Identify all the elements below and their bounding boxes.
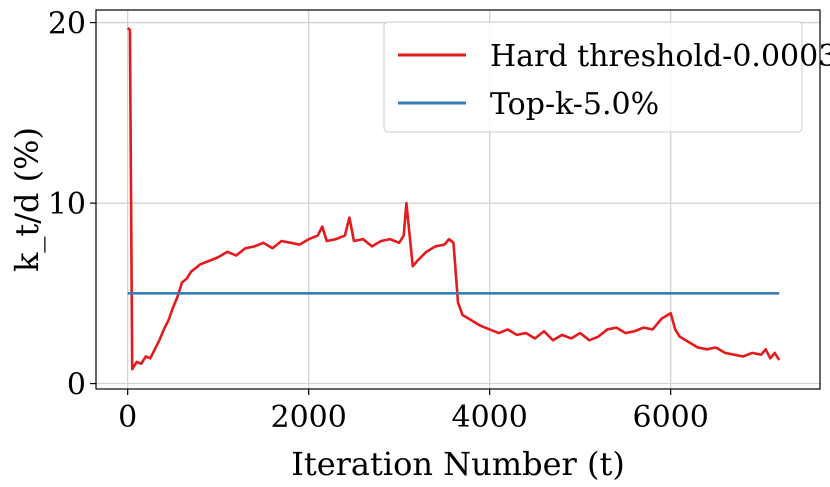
x-axis-label: Iteration Number (t) (291, 445, 625, 483)
x-tick-label: 0 (118, 400, 137, 435)
y-tick-label: 20 (48, 7, 86, 42)
y-tick-label: 10 (48, 187, 86, 222)
tick-marks (90, 22, 672, 395)
y-tick-label: 0 (67, 368, 86, 403)
x-tick-label: 6000 (632, 400, 708, 435)
series-line-hard-threshold (126, 27, 781, 371)
legend-box (383, 21, 803, 133)
legend-label-top-k: Top-k-5.0% (490, 87, 659, 122)
plot-frame (95, 9, 821, 390)
x-tick-label: 4000 (451, 400, 527, 435)
y-axis-label: k_t/d (%) (8, 127, 46, 272)
legend-label-hard-threshold: Hard threshold-0.0003 (490, 39, 830, 74)
legend: Hard threshold-0.0003 Top-k-5.0% (383, 21, 830, 133)
series-layer (126, 27, 781, 371)
tick-labels: 0 2000 4000 6000 0 10 20 (48, 7, 709, 435)
x-tick-label: 2000 (270, 400, 346, 435)
